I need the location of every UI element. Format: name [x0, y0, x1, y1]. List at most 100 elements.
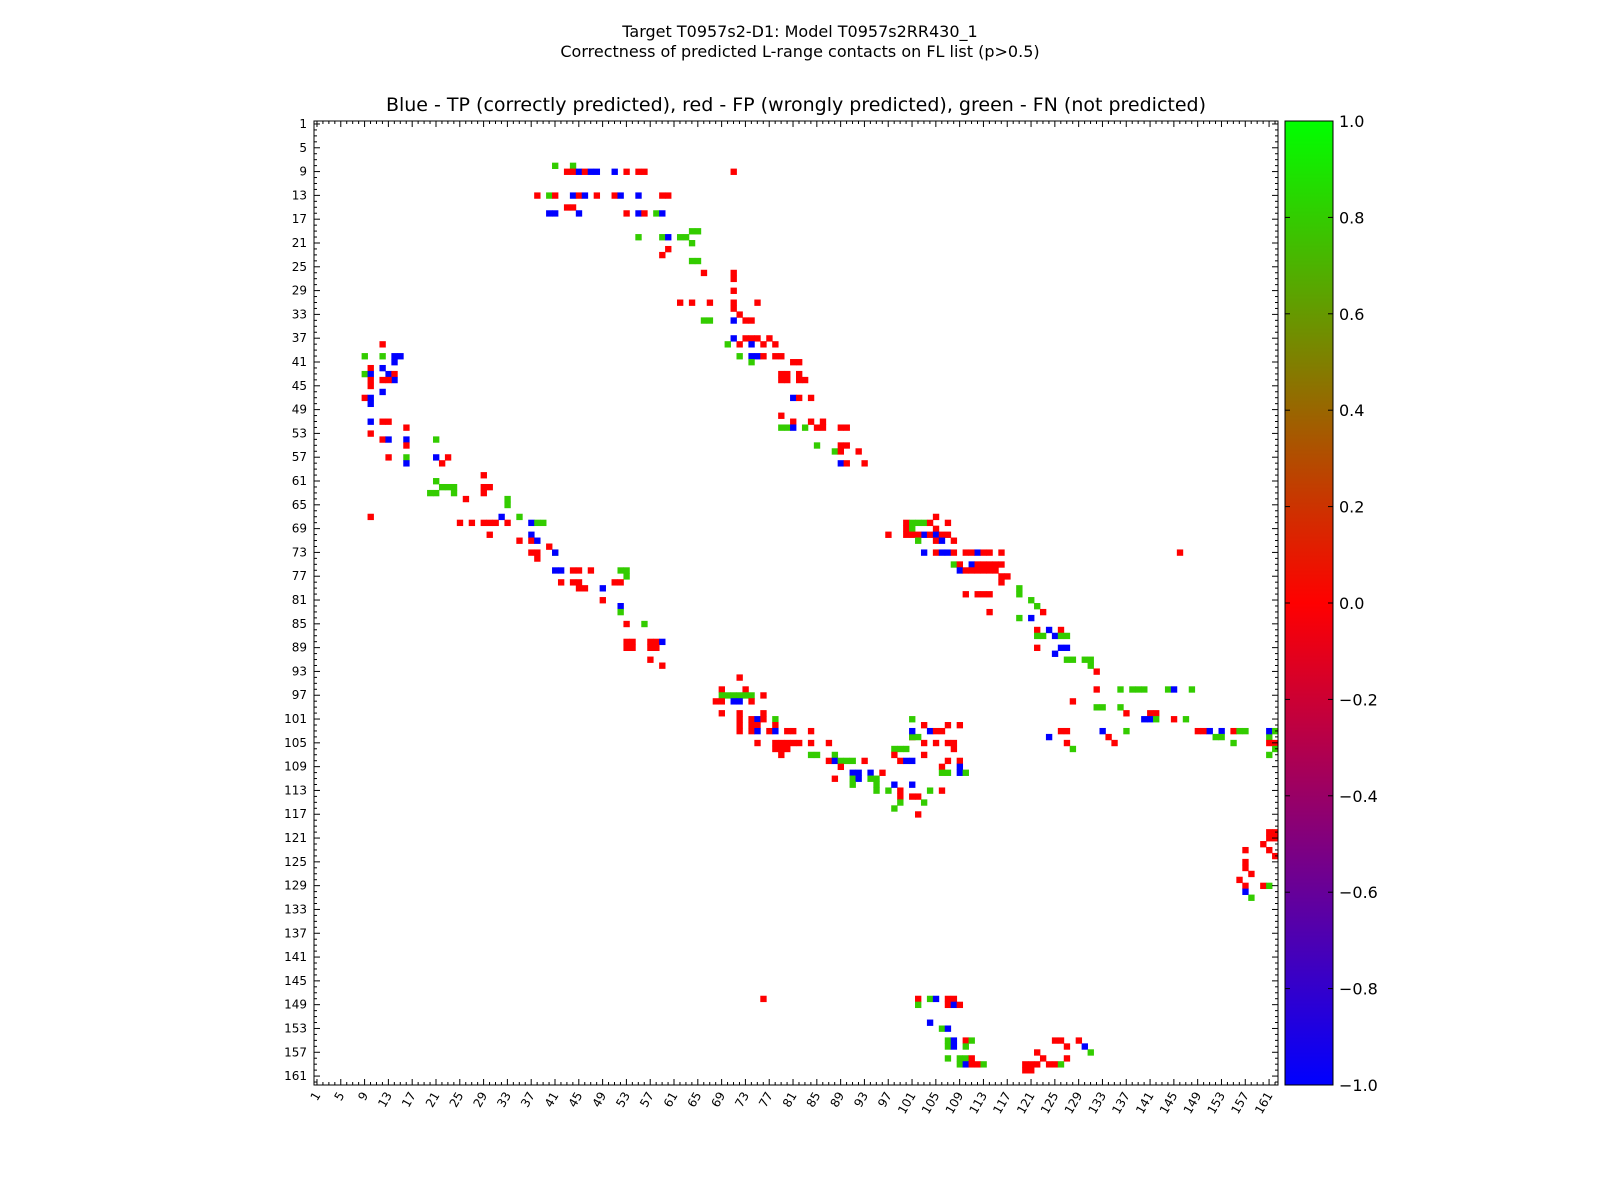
contact-cell — [433, 436, 440, 443]
contact-cell — [962, 567, 969, 574]
contact-cells — [361, 162, 1279, 1074]
contact-cell — [1069, 745, 1077, 753]
contact-cell — [754, 739, 761, 747]
contact-cell — [1194, 727, 1202, 735]
contact-cell — [581, 585, 589, 592]
contact-cell — [885, 531, 892, 538]
colorbar-tick-label: 0.8 — [1339, 208, 1364, 227]
contact-cell — [778, 412, 785, 419]
contact-cell — [736, 311, 743, 318]
contact-cell — [1004, 573, 1011, 580]
contact-cell — [754, 722, 761, 729]
x-tick-label: 113 — [966, 1090, 990, 1117]
y-tick-label: 33 — [292, 307, 307, 321]
contact-cell — [367, 370, 374, 378]
contact-cell — [557, 567, 565, 574]
contact-cell — [891, 745, 898, 753]
y-tick-label: 113 — [284, 783, 307, 797]
contact-cell — [1141, 716, 1148, 723]
contact-cell — [986, 567, 993, 574]
contact-cell — [1242, 864, 1249, 872]
contact-cell — [950, 1037, 958, 1044]
contact-cell — [891, 751, 898, 759]
contact-cell — [569, 162, 577, 170]
contact-cell — [403, 442, 410, 449]
x-tick-label: 45 — [566, 1090, 586, 1110]
contact-cell — [1266, 727, 1273, 735]
contact-cell — [367, 394, 374, 402]
contact-cell — [974, 567, 981, 574]
x-tick-label: 141 — [1133, 1090, 1157, 1117]
contact-cell — [736, 353, 743, 360]
contact-cell — [873, 775, 880, 782]
contact-cell — [1063, 727, 1071, 735]
contact-cell — [885, 787, 892, 794]
contact-cell — [867, 769, 874, 776]
contact-cell — [956, 769, 964, 776]
contact-cell — [724, 692, 731, 699]
contact-cell — [742, 335, 749, 342]
contact-cell — [569, 579, 577, 586]
contact-cell — [611, 168, 618, 175]
contact-cell — [968, 1055, 975, 1062]
contact-cell — [688, 299, 696, 306]
contact-cell — [361, 370, 368, 378]
x-tick-label: 81 — [780, 1090, 800, 1110]
contact-cell — [676, 299, 684, 306]
contact-cell — [367, 382, 374, 390]
contact-cell — [748, 335, 755, 342]
contact-cell — [1260, 882, 1267, 890]
contact-cell — [962, 769, 969, 776]
contact-cell — [915, 519, 922, 527]
contact-cell — [1153, 716, 1160, 723]
contact-cell — [480, 489, 487, 497]
contact-cell — [950, 549, 958, 556]
contact-cell — [486, 483, 493, 491]
y-tick-label: 29 — [292, 284, 307, 298]
contact-cell — [1105, 733, 1112, 741]
contact-cell — [932, 727, 940, 735]
contact-cell — [903, 525, 910, 532]
contact-cell — [831, 775, 839, 782]
contact-cell — [992, 561, 999, 568]
contact-cell — [766, 335, 773, 342]
contact-cell — [1051, 650, 1059, 657]
contact-cell — [1242, 846, 1249, 854]
contact-cell — [962, 1061, 969, 1068]
contact-cell — [956, 757, 964, 765]
contact-cell — [444, 483, 452, 491]
contact-cell — [1087, 662, 1094, 669]
colorbar-tick-label: 1.0 — [1339, 112, 1364, 131]
contact-cell — [391, 376, 398, 384]
contact-cell — [926, 519, 934, 527]
contact-cell — [552, 162, 559, 170]
chart-subtitle: Blue - TP (correctly predicted), red - F… — [385, 94, 1207, 116]
contact-cell — [367, 400, 374, 408]
contact-cell — [1045, 733, 1053, 741]
contact-cell — [1266, 835, 1273, 842]
contact-cell — [712, 698, 720, 705]
contact-cell — [534, 192, 541, 199]
contact-cell — [700, 317, 708, 324]
contact-cell — [932, 537, 940, 544]
contact-cell — [986, 561, 993, 568]
contact-cell — [855, 775, 862, 782]
contact-cell — [552, 549, 559, 556]
contact-cell — [796, 376, 803, 384]
y-tick-label: 129 — [284, 879, 307, 893]
contact-cell — [444, 454, 452, 461]
y-tick-label: 73 — [292, 545, 307, 559]
x-tick-label: 9 — [355, 1090, 371, 1104]
contact-cell — [1022, 1067, 1029, 1074]
y-tick-label: 157 — [284, 1045, 307, 1059]
contact-cell — [1141, 686, 1148, 693]
contact-cell — [813, 442, 821, 449]
contact-cell — [1057, 727, 1065, 735]
contact-cell — [926, 1019, 934, 1026]
contact-cell — [569, 192, 577, 199]
contact-cell — [813, 424, 821, 431]
contact-cell — [956, 763, 964, 771]
contact-cell — [998, 579, 1005, 586]
x-tick-label: 53 — [613, 1090, 633, 1110]
contact-cell — [617, 603, 624, 610]
